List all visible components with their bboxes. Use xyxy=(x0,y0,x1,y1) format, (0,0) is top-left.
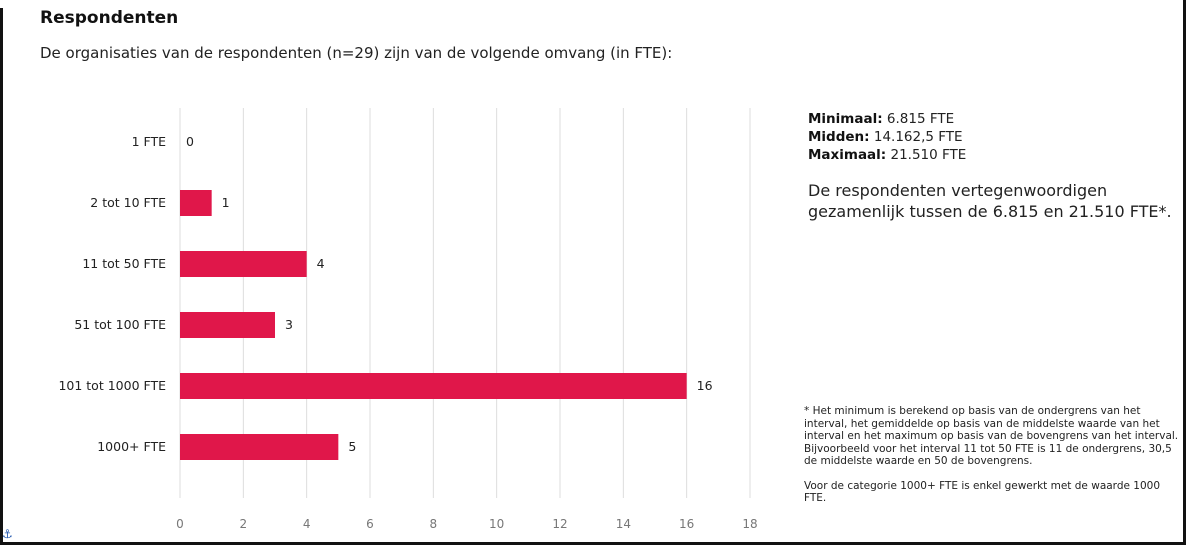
x-tick-label: 16 xyxy=(679,517,694,531)
category-label: 51 tot 100 FTE xyxy=(74,317,166,332)
x-tick-label: 14 xyxy=(616,517,631,531)
summary-text: De respondenten vertegenwoordigen gezame… xyxy=(808,181,1172,221)
frame-left-border xyxy=(0,8,3,544)
stat-min-label: Minimaal: xyxy=(808,111,883,127)
bar xyxy=(180,373,687,399)
x-tick-label: 4 xyxy=(303,517,311,531)
page-title: Respondenten xyxy=(40,8,179,28)
category-label: 1 FTE xyxy=(132,134,167,149)
data-label: 3 xyxy=(285,317,293,332)
footnote: * Het minimum is berekend op basis van d… xyxy=(804,405,1180,505)
anchor-icon[interactable]: ⚓ xyxy=(2,527,13,541)
stat-max-label: Maximaal: xyxy=(808,147,887,163)
footnote-category: Voor de categorie 1000+ FTE is enkel gew… xyxy=(804,479,1161,505)
footnote-example: Bijvoorbeeld voor het interval 11 tot 50… xyxy=(804,442,1172,468)
x-tick-label: 10 xyxy=(489,517,504,531)
category-label: 11 tot 50 FTE xyxy=(82,256,166,271)
data-label: 16 xyxy=(697,378,713,393)
bar xyxy=(180,312,275,338)
x-tick-label: 6 xyxy=(366,517,374,531)
stat-mid-label: Midden: xyxy=(808,129,870,145)
x-tick-label: 2 xyxy=(240,517,248,531)
stat-mid: Midden: 14.162,5 FTE xyxy=(808,128,966,146)
x-tick-label: 18 xyxy=(742,517,757,531)
x-tick-label: 0 xyxy=(176,517,184,531)
x-tick-label: 8 xyxy=(430,517,438,531)
data-label: 4 xyxy=(317,256,325,271)
category-label: 101 tot 1000 FTE xyxy=(58,378,166,393)
category-label: 1000+ FTE xyxy=(97,439,166,454)
stat-max: Maximaal: 21.510 FTE xyxy=(808,146,966,164)
bar-chart: 0 2 4 6 8 10 12 14 16 18 1 FTE 0 2 tot 10 FTE 1 11 tot… xyxy=(58,108,758,531)
category-label: 2 tot 10 FTE xyxy=(90,195,166,210)
bar xyxy=(180,251,307,277)
data-label: 5 xyxy=(348,439,356,454)
stat-mid-value: 14.162,5 FTE xyxy=(873,129,963,145)
stat-max-value: 21.510 FTE xyxy=(890,147,967,163)
bar xyxy=(180,434,339,460)
x-tick-label: 12 xyxy=(552,517,567,531)
stat-min: Minimaal: 6.815 FTE xyxy=(808,110,966,128)
page-subtitle: De organisaties van de respondenten (n=2… xyxy=(40,44,673,62)
footnote-method: * Het minimum is berekend op basis van d… xyxy=(804,405,1179,442)
bar xyxy=(180,190,212,216)
stat-min-value: 6.815 FTE xyxy=(886,111,955,127)
data-label: 1 xyxy=(222,195,230,210)
stats-block: Minimaal: 6.815 FTE Midden: 14.162,5 FTE… xyxy=(808,110,966,164)
data-label: 0 xyxy=(186,134,194,149)
